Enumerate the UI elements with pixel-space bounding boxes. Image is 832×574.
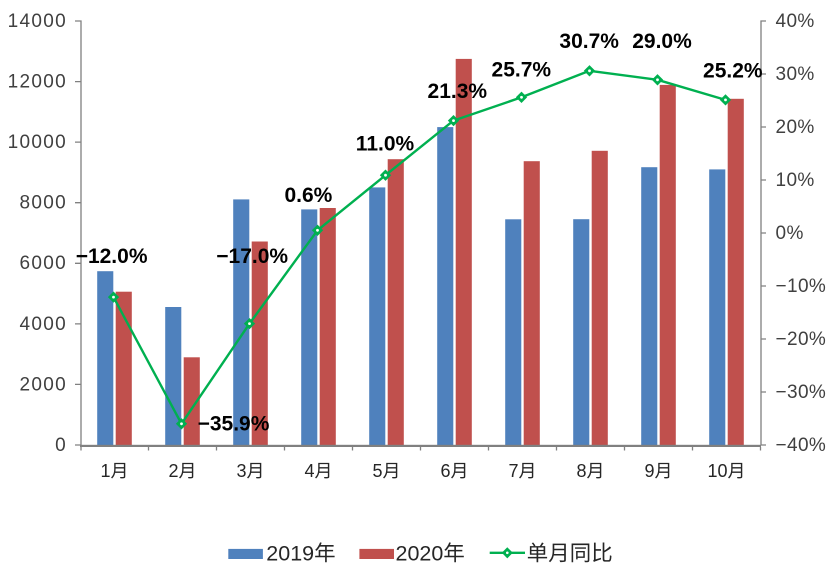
svg-text:2019: 2019 [266,542,314,566]
svg-text:−30%: −30% [776,382,827,403]
svg-text:2: 2 [169,461,179,481]
svg-text:−10%: −10% [776,276,827,297]
svg-text:25.7%: 25.7% [492,59,552,82]
svg-text:20%: 20% [776,117,815,138]
svg-text:−35.9%: −35.9% [198,412,270,435]
svg-text:3: 3 [237,461,247,481]
svg-text:5: 5 [373,461,383,481]
svg-text:6: 6 [441,461,451,481]
svg-text:−17.0%: −17.0% [216,245,288,268]
svg-text:9: 9 [645,461,655,481]
svg-text:10: 10 [708,461,728,481]
svg-text:11.0%: 11.0% [356,133,415,156]
svg-text:12000: 12000 [8,72,67,93]
svg-text:2020: 2020 [396,542,444,566]
svg-text:10%: 10% [776,170,815,191]
svg-text:−20%: −20% [776,329,827,350]
svg-text:21.3%: 21.3% [428,80,488,103]
svg-text:8000: 8000 [20,193,67,214]
svg-text:−40%: −40% [776,435,827,456]
svg-text:−12.0%: −12.0% [76,245,148,268]
svg-text:2000: 2000 [20,374,67,395]
svg-text:7: 7 [509,461,519,481]
svg-text:40%: 40% [776,11,815,32]
svg-text:14000: 14000 [8,11,67,32]
svg-text:30.7%: 30.7% [559,30,619,53]
svg-text:25.2%: 25.2% [703,60,763,83]
svg-text:8: 8 [577,461,587,481]
svg-text:10000: 10000 [8,132,67,153]
svg-text:4: 4 [305,461,315,481]
svg-text:0.6%: 0.6% [284,184,332,207]
svg-text:0%: 0% [776,223,804,244]
svg-text:4000: 4000 [20,314,67,335]
svg-text:29.0%: 29.0% [632,30,692,53]
svg-text:1: 1 [101,461,111,481]
svg-text:30%: 30% [776,64,815,85]
svg-text:0: 0 [55,435,67,456]
svg-text:6000: 6000 [20,253,67,274]
